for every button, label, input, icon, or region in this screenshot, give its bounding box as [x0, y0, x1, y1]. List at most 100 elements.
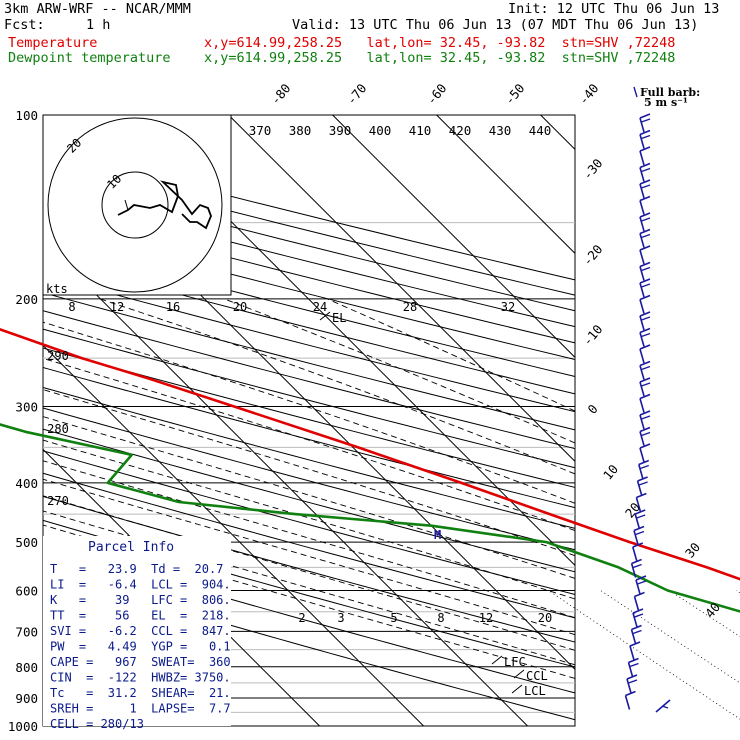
wind-barb-staff	[634, 513, 640, 529]
legend-temperature-name: Temperature	[8, 35, 98, 51]
wind-barb	[639, 426, 651, 446]
level-annotation-ccl: CCL	[526, 669, 548, 683]
mixing-ratio-label: 20	[538, 611, 552, 625]
theta-left-label: 270	[47, 494, 69, 508]
isotherm-label: 10	[600, 462, 621, 483]
wind-barb-staff	[639, 117, 645, 133]
wind-barb-staff	[639, 381, 645, 397]
wind-barb	[639, 344, 651, 364]
wind-barb-staff	[630, 629, 637, 644]
theta-left-label: 280	[47, 422, 69, 436]
dry-adiabat	[42, 472, 576, 619]
wind-barb-staff	[624, 695, 631, 710]
mixing-ratio-label: 12	[479, 611, 493, 625]
wind-barb-staff	[639, 167, 645, 182]
isotherm-label: 0	[584, 401, 600, 416]
level-marker	[511, 684, 523, 694]
wind-barb-flag	[641, 266, 651, 272]
wind-barb-flag	[639, 261, 651, 268]
wind-barb-flag	[637, 580, 647, 585]
legend-dewpoint-info: x,y=614.99,258.25 lat,lon= 32.45, -93.82…	[204, 50, 676, 66]
wind-barb-staff	[636, 480, 643, 496]
dry-adiabat	[42, 407, 576, 551]
dry-adiabat	[42, 366, 576, 509]
wind-barb-flag	[639, 179, 651, 185]
model-title: 3km ARW-WRF -- NCAR/MMM	[4, 1, 191, 17]
mixing-ratio-label: 20	[233, 300, 247, 314]
wind-barb-flag	[639, 327, 651, 334]
wind-barb	[639, 129, 651, 149]
moist-adiabat	[42, 357, 576, 532]
wind-barb	[639, 278, 651, 298]
wind-barb-flag	[639, 162, 651, 169]
level-marker	[513, 669, 525, 679]
wind-barb	[639, 195, 651, 215]
wind-barb-flag	[639, 146, 651, 152]
parcel-info-row: CELL = 280/13	[50, 717, 144, 731]
wind-barb	[633, 525, 645, 545]
moist-adiabat	[42, 460, 576, 619]
wind-barb-staff	[639, 414, 645, 430]
wind-barb-flag	[639, 410, 651, 416]
wind-barb-flag	[634, 509, 646, 515]
wind-barb-flag	[639, 426, 651, 433]
hodograph-units: kts	[46, 282, 68, 296]
wind-barb-staff	[639, 183, 645, 199]
wind-barb	[639, 179, 651, 199]
isotherm	[436, 114, 576, 254]
barb-key-icon	[633, 86, 638, 98]
wind-barb	[639, 245, 651, 265]
wind-barb-flag	[641, 415, 651, 420]
wind-barb-flag	[639, 129, 651, 136]
wind-barb-flag	[636, 514, 646, 519]
theta-left-label: 290	[47, 349, 69, 363]
isobar-label: 1000	[8, 719, 38, 734]
parcel-info-row: SVI = -6.2 CCL = 847.	[50, 624, 231, 638]
wind-barb-staff	[639, 249, 645, 265]
hodograph: 20 10 kts	[42, 114, 232, 296]
isobar-label: 200	[15, 292, 38, 307]
theta-label: 410	[409, 123, 432, 138]
dewpoint-profile	[0, 423, 740, 613]
wind-barb-flag	[639, 195, 651, 202]
hodograph-ring-inner	[101, 171, 169, 239]
level-annotation-el: EL	[332, 311, 346, 325]
wind-barb-flag	[641, 431, 651, 437]
isotherm-label: -20	[580, 242, 606, 269]
forecast-label: Fcst:	[4, 17, 45, 33]
wind-barb-staff	[639, 447, 645, 463]
isobar-label: 700	[15, 624, 38, 639]
wind-barb	[630, 624, 642, 644]
parcel-info-row: SREH = 1 LAPSE= 7.7	[50, 702, 231, 716]
wind-barb-staff	[639, 299, 645, 314]
legend-temperature-info: x,y=614.99,258.25 lat,lon= 32.45, -93.82…	[204, 35, 676, 51]
isotherm-label: 40	[702, 600, 723, 621]
wind-barb	[634, 509, 646, 529]
moist-adiabat	[42, 495, 576, 651]
isotherm-label: -50	[502, 81, 528, 108]
parcel-info-row: CAPE = 967 SWEAT= 360	[50, 655, 231, 669]
mixing-ratio-label: 3	[337, 611, 344, 625]
wind-barb-flag	[635, 530, 645, 536]
mixing-ratio-label: 24	[313, 300, 327, 314]
wind-barb-flag	[639, 377, 651, 383]
isotherm	[228, 114, 576, 462]
wind-barb-flag	[634, 613, 644, 618]
wind-barb-flag	[639, 311, 651, 317]
wind-barb-surface	[661, 705, 669, 709]
parcel-info-row: T = 23.9 Td = 20.7	[50, 562, 223, 576]
parcel-info-row: TT = 56 EL = 218.	[50, 609, 231, 623]
theta-label: 370	[249, 123, 272, 138]
wind-barb-flag	[629, 662, 639, 668]
wind-barb-flag	[632, 608, 644, 614]
wind-barb-flag	[639, 344, 651, 350]
mixing-ratio-label: 12	[110, 300, 124, 314]
parcel-info-row: Tc = 31.2 SHEAR= 21.	[50, 686, 231, 700]
wind-barb-flag	[641, 134, 651, 140]
dry-adiabat	[42, 386, 576, 529]
mixing-ratio-label: 5	[390, 611, 397, 625]
temperature-profile	[0, 327, 740, 581]
wind-barb-flag	[628, 657, 639, 664]
moist-adiabat	[42, 478, 576, 636]
